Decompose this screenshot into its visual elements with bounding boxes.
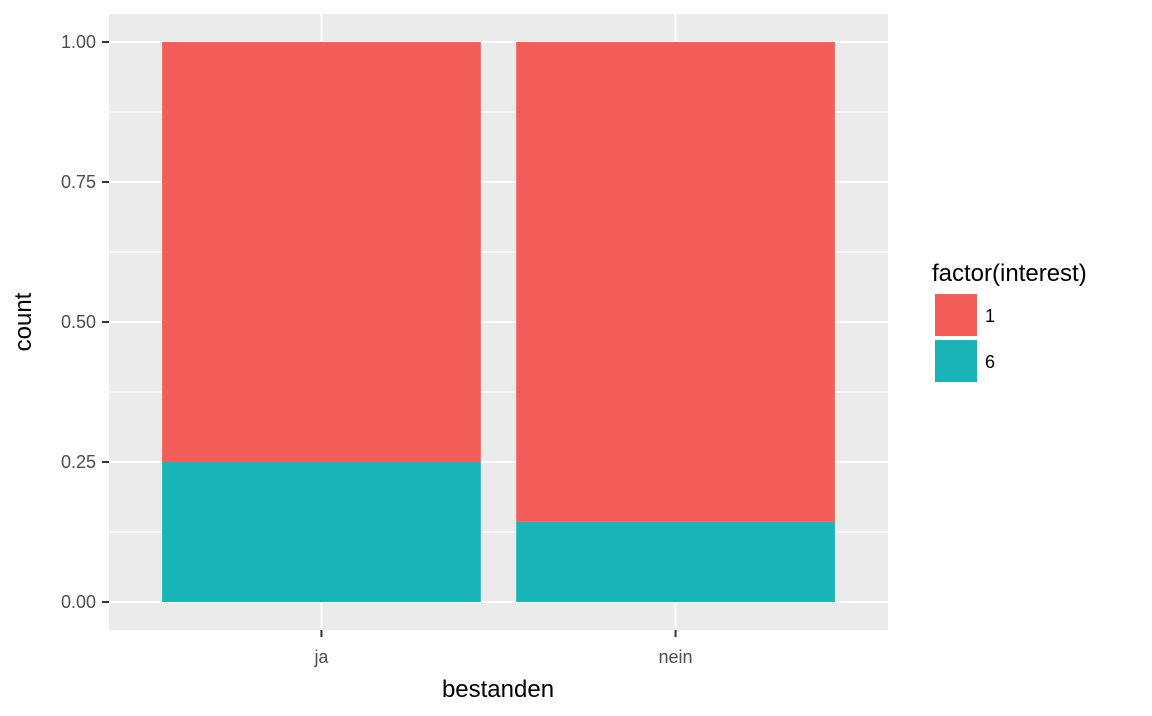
y-tick-label: 1.00 — [61, 32, 96, 52]
legend-label-1: 1 — [985, 306, 995, 326]
legend-label-6: 6 — [985, 352, 995, 372]
legend-key-1 — [935, 294, 977, 336]
y-tick-label: 0.25 — [61, 452, 96, 472]
y-axis: 0.00 0.25 0.50 0.75 1.00 — [61, 32, 109, 612]
x-axis-title: bestanden — [442, 676, 554, 703]
bar-nein-series-1 — [516, 42, 835, 522]
y-tick-label: 0.50 — [61, 312, 96, 332]
bar-ja-series-6 — [162, 462, 481, 602]
y-tick-label: 0.75 — [61, 172, 96, 192]
bar-nein-series-6 — [516, 521, 835, 602]
legend-key-6 — [935, 340, 977, 382]
x-tick-label: nein — [659, 647, 693, 667]
bar-ja-series-1 — [162, 42, 481, 462]
y-tick-label: 0.00 — [61, 592, 96, 612]
legend: factor(interest) 16 — [932, 260, 1087, 382]
x-axis: ja nein — [313, 630, 693, 667]
legend-title: factor(interest) — [932, 260, 1087, 287]
y-axis-title: count — [10, 292, 37, 351]
bars — [162, 42, 835, 602]
x-tick-label: ja — [313, 647, 329, 667]
legend-items: 16 — [935, 294, 995, 382]
